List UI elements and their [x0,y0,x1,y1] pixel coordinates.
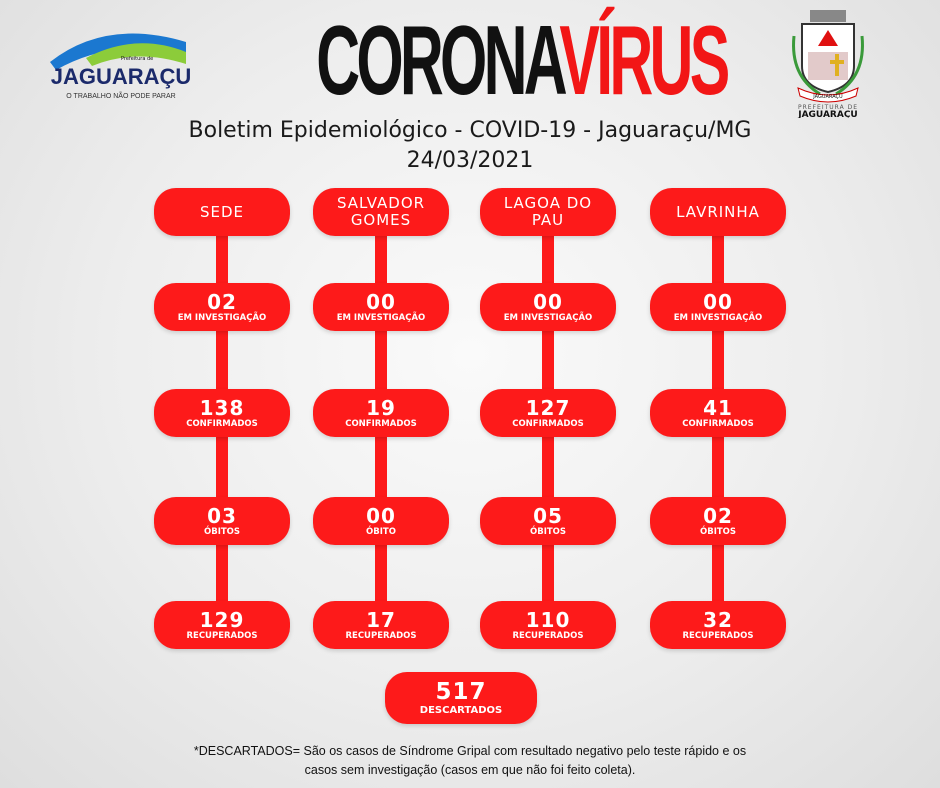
logo-name: JAGUARAÇU [51,64,192,89]
obitos-label: ÓBITOS [699,526,736,537]
obitos-value: 00 [366,503,396,528]
recuperados-value: 110 [525,607,571,632]
bulletin-date: 24/03/2021 [406,148,534,173]
recuperados-label: RECUPERADOS [345,630,417,641]
investigacao-value: 00 [366,289,396,314]
obitos-card: 03 ÓBITOS [154,497,290,545]
confirmados-card: 41 CONFIRMADOS [650,389,786,437]
region-header: LAVRINHA [650,188,786,236]
footnote-line1: *DESCARTADOS= São os casos de Síndrome G… [193,744,747,758]
confirmados-value: 19 [366,395,396,420]
investigacao-value: 00 [533,289,563,314]
obitos-label: ÓBITO [366,526,396,537]
prefeitura-jaguaracu-logo: Prefeitura de JAGUARAÇU O TRABALHO NÃO P… [50,33,192,100]
descartados-card: 517 DESCARTADOS [385,672,537,724]
investigacao-label: EM INVESTIGAÇÃO [503,312,593,323]
footnote-line2: casos sem investigação (casos em que não… [304,763,636,777]
obitos-card: 05 ÓBITOS [480,497,616,545]
region-header: SALVADOR GOMES [313,188,449,236]
recuperados-card: 110 RECUPERADOS [480,601,616,649]
region-name: SALVADOR GOMES [336,194,426,229]
region-header: LAGOA DO PAU [480,188,616,236]
region-name: LAGOA DO PAU [503,194,593,229]
obitos-card: 02 ÓBITOS [650,497,786,545]
coat-of-arms-logo: JAGUARAÇU PREFEITURA DE JAGUARAÇU [792,10,864,118]
recuperados-card: 17 RECUPERADOS [313,601,449,649]
investigacao-label: EM INVESTIGAÇÃO [336,312,426,323]
region-header: SEDE [154,188,290,236]
logo-slogan: O TRABALHO NÃO PODE PARAR [66,91,175,100]
title-corona: CORONA [316,5,563,115]
confirmados-label: CONFIRMADOS [682,418,754,429]
logo-small-text: Prefeitura de [121,56,153,62]
descartados-value: 517 [435,679,487,705]
obitos-card: 00 ÓBITO [313,497,449,545]
investigacao-value: 00 [703,289,733,314]
recuperados-value: 129 [199,607,245,632]
recuperados-label: RECUPERADOS [512,630,584,641]
confirmados-label: CONFIRMADOS [512,418,584,429]
confirmados-value: 138 [199,395,245,420]
confirmados-card: 138 CONFIRMADOS [154,389,290,437]
region-name: SEDE [199,202,245,221]
ribbon-text: JAGUARAÇU [812,94,843,100]
title-virus: VÍRUS [559,5,730,115]
subtitle: Boletim Epidemiológico - COVID-19 - Jagu… [188,118,752,143]
logo-line1: PREFEITURA DE [798,104,858,111]
confirmados-card: 19 CONFIRMADOS [313,389,449,437]
page-title: CORONAVÍRUS [316,5,730,115]
obitos-label: ÓBITOS [529,526,566,537]
investigacao-card: 00 EM INVESTIGAÇÃO [650,283,786,331]
investigacao-card: 02 EM INVESTIGAÇÃO [154,283,290,331]
recuperados-card: 32 RECUPERADOS [650,601,786,649]
investigacao-card: 00 EM INVESTIGAÇÃO [313,283,449,331]
recuperados-value: 17 [366,607,396,632]
footnote: *DESCARTADOS= São os casos de Síndrome G… [0,742,940,780]
investigacao-card: 00 EM INVESTIGAÇÃO [480,283,616,331]
recuperados-label: RECUPERADOS [186,630,258,641]
obitos-value: 03 [207,503,237,528]
confirmados-value: 127 [525,395,571,420]
descartados-label: DESCARTADOS [419,705,503,716]
confirmados-label: CONFIRMADOS [345,418,417,429]
region-name: LAVRINHA [676,202,760,221]
obitos-value: 02 [703,503,733,528]
confirmados-label: CONFIRMADOS [186,418,258,429]
obitos-label: ÓBITOS [203,526,240,537]
recuperados-card: 129 RECUPERADOS [154,601,290,649]
investigacao-label: EM INVESTIGAÇÃO [673,312,763,323]
investigacao-value: 02 [207,289,237,314]
confirmados-card: 127 CONFIRMADOS [480,389,616,437]
logo-line2: JAGUARAÇU [797,110,858,118]
recuperados-label: RECUPERADOS [682,630,754,641]
investigacao-label: EM INVESTIGAÇÃO [177,312,267,323]
obitos-value: 05 [533,503,563,528]
confirmados-value: 41 [703,395,733,420]
recuperados-value: 32 [703,607,733,632]
